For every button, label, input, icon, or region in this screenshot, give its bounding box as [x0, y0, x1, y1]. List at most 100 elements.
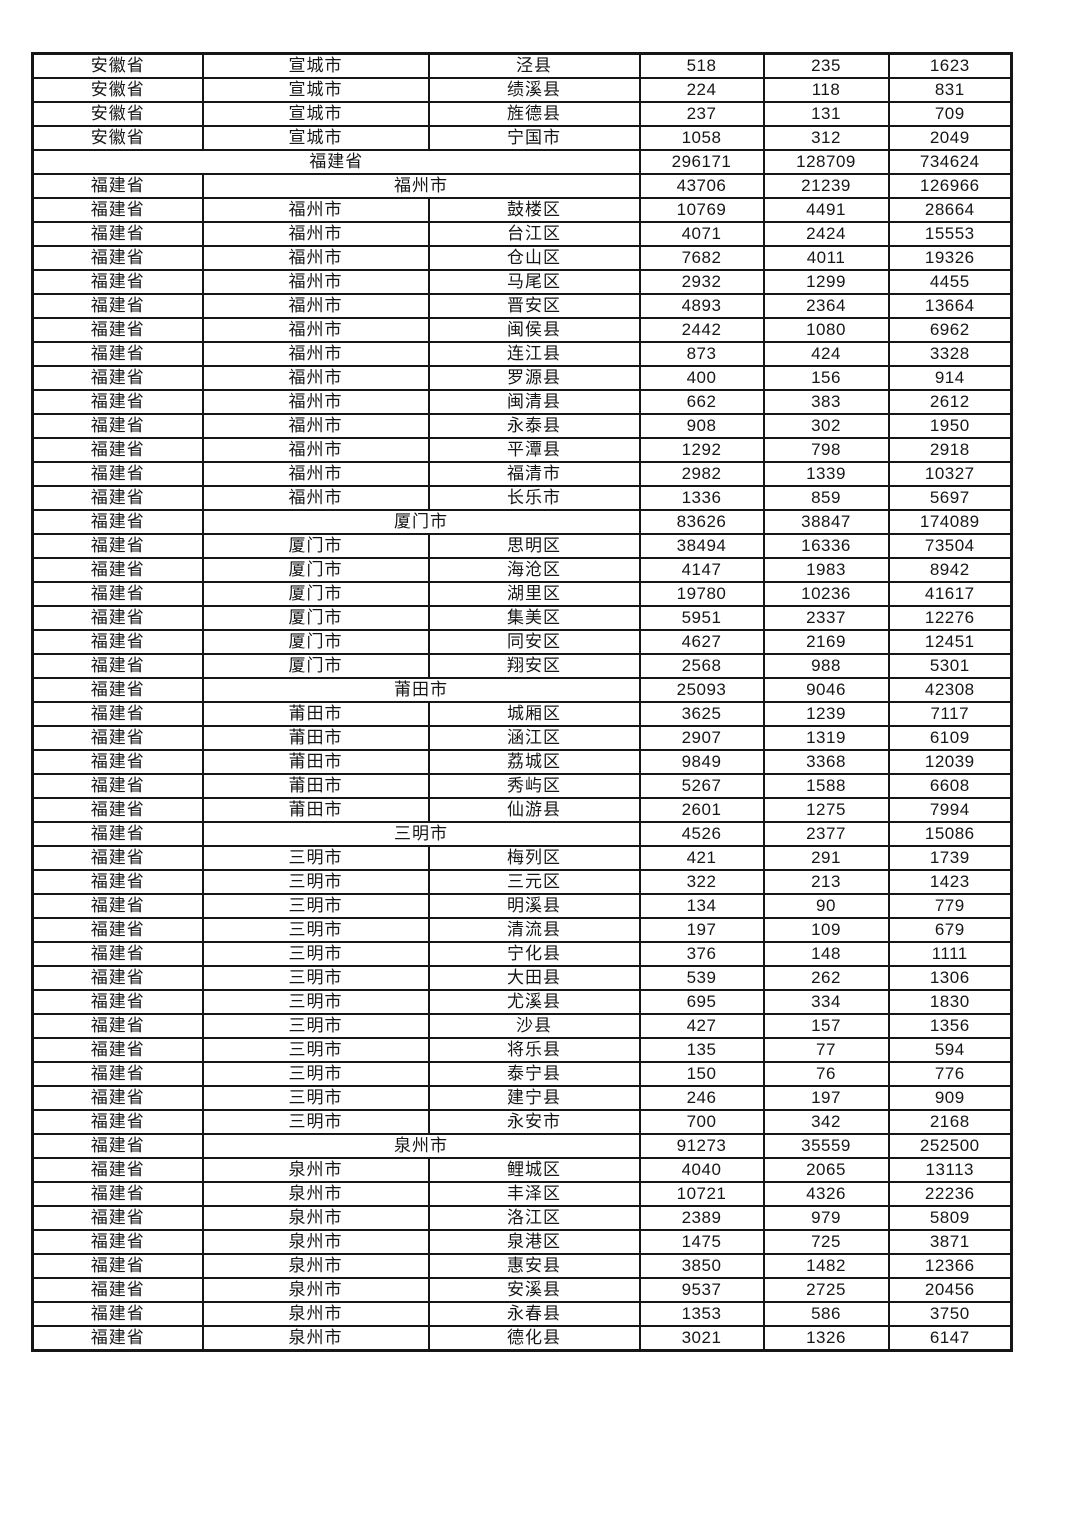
district-cell: 仓山区	[427, 245, 641, 271]
value-cell: 2932	[638, 269, 765, 295]
table-row: 福建省 296171 128709 734624	[31, 149, 1013, 175]
province-cell: 福建省	[31, 317, 204, 343]
value-cell: 6962	[887, 317, 1013, 343]
province-cell: 福建省	[31, 485, 204, 511]
value-cell: 1983	[762, 557, 890, 583]
value-cell: 3750	[887, 1301, 1013, 1327]
district-cell: 马尾区	[427, 269, 641, 295]
value-cell: 134	[638, 893, 765, 919]
value-cell: 2907	[638, 725, 765, 751]
province-cell: 福建省	[31, 893, 204, 919]
district-cell: 将乐县	[427, 1037, 641, 1063]
value-cell: 25093	[638, 677, 765, 703]
table-row: 福建省 三明市 将乐县 135 77 594	[31, 1037, 1013, 1063]
table-row: 安徽省 宣城市 泾县 518 235 1623	[31, 52, 1013, 79]
value-cell: 148	[762, 941, 890, 967]
value-cell: 586	[762, 1301, 890, 1327]
value-cell: 19326	[887, 245, 1013, 271]
value-cell: 2982	[638, 461, 765, 487]
table-row: 福建省 泉州市 丰泽区 10721 4326 22236	[31, 1181, 1013, 1207]
province-cell: 福建省	[31, 989, 204, 1015]
value-cell: 312	[762, 125, 890, 151]
province-cell: 福建省	[31, 197, 204, 223]
district-cell: 台江区	[427, 221, 641, 247]
value-cell: 5301	[887, 653, 1013, 679]
value-cell: 28664	[887, 197, 1013, 223]
value-cell: 4455	[887, 269, 1013, 295]
province-cell: 福建省	[31, 557, 204, 583]
province-cell: 福建省	[31, 869, 204, 895]
city-cell: 厦门市	[201, 581, 430, 607]
district-cell: 沙县	[427, 1013, 641, 1039]
table-row: 福建省 福州市 连江县 873 424 3328	[31, 341, 1013, 367]
value-cell: 2725	[762, 1277, 890, 1303]
district-cell: 泾县	[427, 52, 641, 79]
district-cell: 闽侯县	[427, 317, 641, 343]
value-cell: 695	[638, 989, 765, 1015]
city-cell: 莆田市	[201, 797, 430, 823]
value-cell: 90	[762, 893, 890, 919]
city-cell: 厦门市	[201, 629, 430, 655]
value-cell: 988	[762, 653, 890, 679]
value-cell: 10769	[638, 197, 765, 223]
table-row: 福建省 三明市 泰宁县 150 76 776	[31, 1061, 1013, 1087]
value-cell: 2337	[762, 605, 890, 631]
district-cell: 洛江区	[427, 1205, 641, 1231]
table-row: 福建省 三明市 沙县 427 157 1356	[31, 1013, 1013, 1039]
value-cell: 291	[762, 845, 890, 871]
district-cell: 涵江区	[427, 725, 641, 751]
value-cell: 38847	[762, 509, 890, 535]
value-cell: 3871	[887, 1229, 1013, 1255]
value-cell: 1830	[887, 989, 1013, 1015]
value-cell: 296171	[638, 149, 765, 175]
district-cell: 尤溪县	[427, 989, 641, 1015]
table-row: 福建省 三明市 建宁县 246 197 909	[31, 1085, 1013, 1111]
province-total-cell: 福建省	[31, 149, 641, 175]
value-cell: 1356	[887, 1013, 1013, 1039]
value-cell: 776	[887, 1061, 1013, 1087]
district-cell: 永泰县	[427, 413, 641, 439]
city-cell: 莆田市	[201, 773, 430, 799]
value-cell: 2601	[638, 797, 765, 823]
district-cell: 罗源县	[427, 365, 641, 391]
value-cell: 831	[887, 77, 1013, 103]
city-cell: 宣城市	[201, 101, 430, 127]
table-row: 福建省 三明市 清流县 197 109 679	[31, 917, 1013, 943]
province-cell: 安徽省	[31, 125, 204, 151]
table-row: 福建省 泉州市 泉港区 1475 725 3871	[31, 1229, 1013, 1255]
table-row: 福建省 泉州市 洛江区 2389 979 5809	[31, 1205, 1013, 1231]
district-cell: 集美区	[427, 605, 641, 631]
value-cell: 246	[638, 1085, 765, 1111]
city-cell: 宣城市	[201, 125, 430, 151]
value-cell: 1058	[638, 125, 765, 151]
value-cell: 979	[762, 1205, 890, 1231]
city-cell: 三明市	[201, 845, 430, 871]
value-cell: 322	[638, 869, 765, 895]
value-cell: 9849	[638, 749, 765, 775]
value-cell: 1950	[887, 413, 1013, 439]
value-cell: 4071	[638, 221, 765, 247]
value-cell: 700	[638, 1109, 765, 1135]
city-total-cell: 三明市	[201, 821, 641, 847]
city-cell: 三明市	[201, 869, 430, 895]
table-row: 福建省 厦门市 83626 38847 174089	[31, 509, 1013, 535]
city-cell: 福州市	[201, 293, 430, 319]
district-cell: 闽清县	[427, 389, 641, 415]
city-cell: 三明市	[201, 1037, 430, 1063]
value-cell: 1292	[638, 437, 765, 463]
value-cell: 15553	[887, 221, 1013, 247]
city-cell: 福州市	[201, 341, 430, 367]
table-row: 福建省 三明市 明溪县 134 90 779	[31, 893, 1013, 919]
city-cell: 福州市	[201, 197, 430, 223]
city-cell: 福州市	[201, 221, 430, 247]
value-cell: 13664	[887, 293, 1013, 319]
value-cell: 539	[638, 965, 765, 991]
value-cell: 2168	[887, 1109, 1013, 1135]
table-row: 福建省 三明市 三元区 322 213 1423	[31, 869, 1013, 895]
table-row: 福建省 泉州市 安溪县 9537 2725 20456	[31, 1277, 1013, 1303]
value-cell: 5809	[887, 1205, 1013, 1231]
value-cell: 2065	[762, 1157, 890, 1183]
value-cell: 709	[887, 101, 1013, 127]
province-cell: 福建省	[31, 173, 204, 199]
